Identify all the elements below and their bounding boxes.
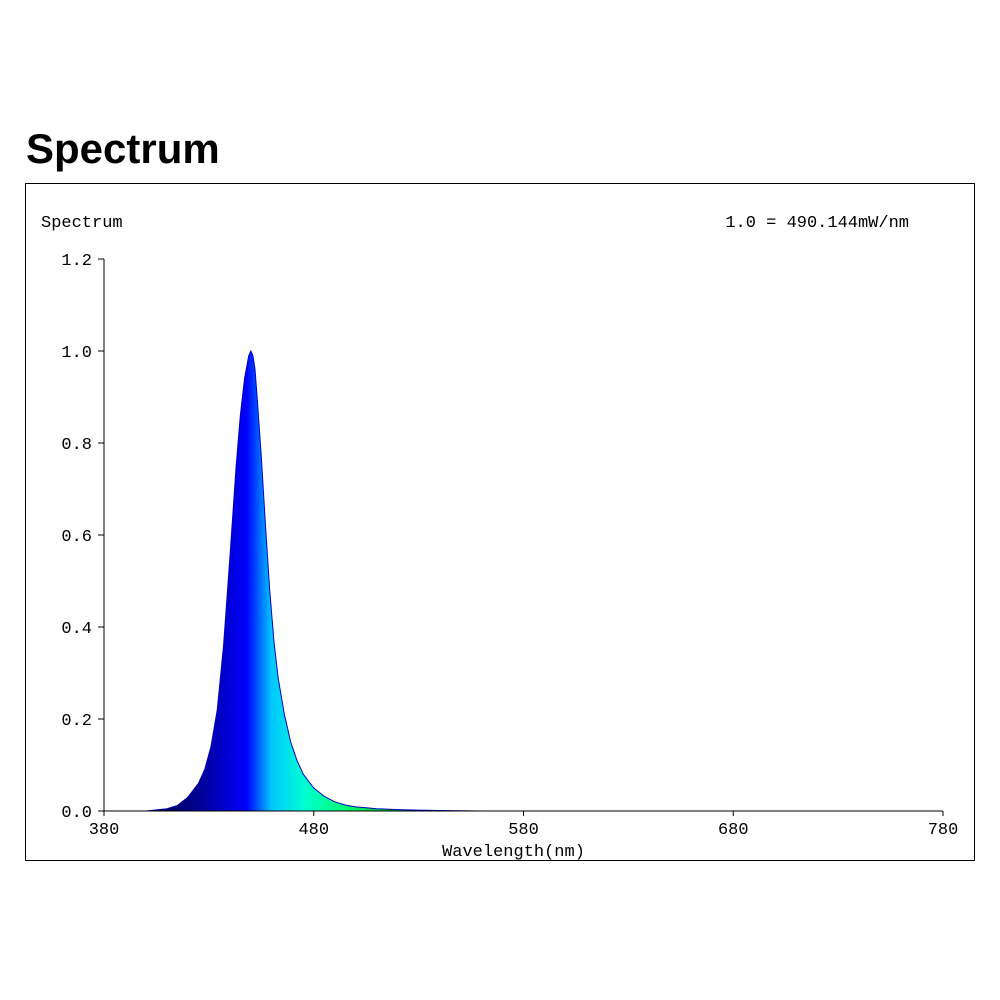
spectrum-line [104,349,943,812]
x-tick-label: 780 [928,821,959,840]
x-tick-label: 580 [508,821,539,840]
x-tick-label: 380 [89,821,120,840]
chart-frame [25,183,975,861]
x-axis-label: Wavelength(nm) [442,843,585,862]
y-tick-label: 0.2 [61,712,92,731]
page-title: Spectrum [26,125,220,172]
scale-note: 1.0 = 490.144mW/nm [725,214,909,233]
x-tick-label: 480 [298,821,329,840]
y-tick-label: 1.2 [61,252,92,271]
y-tick-label: 0.8 [61,436,92,455]
y-tick-label: 0.6 [61,528,92,547]
x-tick-label: 680 [718,821,749,840]
y-tick-label: 0.0 [61,804,92,823]
chart-title: Spectrum [41,214,123,233]
y-tick-label: 1.0 [61,344,92,363]
y-tick-label: 0.4 [61,620,92,639]
